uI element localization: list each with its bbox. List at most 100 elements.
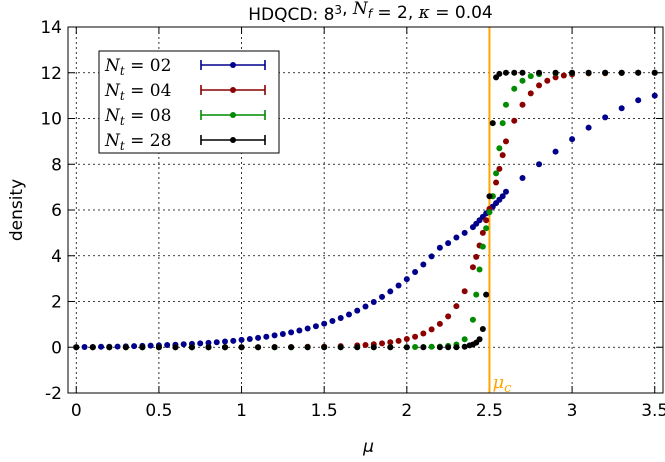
x-tick-label: 2.5	[476, 401, 503, 421]
chart-title: HDQCD: 83, Nf = 2, κ = 0.04	[248, 0, 492, 25]
x-tick-label: 0	[71, 401, 82, 421]
data-point	[81, 344, 88, 351]
data-point	[519, 174, 526, 181]
data-point	[585, 69, 592, 76]
data-point	[436, 344, 443, 351]
data-series	[73, 69, 658, 351]
data-point	[337, 344, 344, 351]
data-point	[585, 124, 592, 131]
data-point	[362, 341, 369, 348]
data-point	[387, 339, 394, 346]
data-point	[476, 336, 483, 343]
legend: Nt = 02 Nt = 04 Nt = 08 Nt = 28	[98, 50, 280, 154]
data-point	[263, 333, 270, 340]
data-point	[428, 326, 435, 333]
legend-label: Nt = 28	[104, 131, 171, 153]
legend-box	[98, 50, 280, 154]
data-point	[114, 343, 121, 350]
data-point	[164, 341, 171, 348]
data-point	[635, 69, 642, 76]
data-point	[271, 344, 278, 351]
data-point	[304, 344, 311, 351]
data-point	[172, 344, 179, 351]
data-point	[412, 344, 419, 351]
data-point	[479, 243, 486, 250]
data-point	[560, 72, 567, 79]
data-point	[469, 264, 476, 271]
data-point	[486, 209, 493, 216]
y-tick-label: 2	[51, 293, 62, 313]
data-point	[569, 136, 576, 143]
data-point	[279, 330, 286, 337]
data-point	[602, 69, 609, 76]
data-point	[98, 343, 105, 350]
data-point	[536, 161, 543, 168]
data-point	[502, 101, 509, 108]
data-point	[618, 105, 625, 112]
data-point	[552, 74, 559, 81]
data-point	[479, 229, 486, 236]
data-point	[312, 323, 319, 330]
y-tick-label: 12	[40, 64, 62, 84]
data-point	[89, 344, 96, 351]
data-point	[519, 77, 526, 84]
data-point	[445, 313, 452, 320]
data-point	[255, 344, 262, 351]
legend-marker	[230, 62, 236, 68]
x-tick-label: 1	[236, 401, 247, 421]
data-point	[387, 288, 394, 295]
data-point	[122, 344, 129, 351]
data-point	[476, 266, 483, 273]
data-point	[387, 344, 394, 351]
data-point	[473, 253, 480, 260]
data-point	[496, 165, 503, 172]
data-point	[461, 343, 468, 350]
data-point	[552, 69, 559, 76]
data-point	[230, 337, 237, 344]
data-point	[502, 69, 509, 76]
data-point	[205, 339, 212, 346]
y-tick-label: 10	[40, 110, 62, 130]
data-point	[395, 282, 402, 289]
legend-entry: Nt = 02	[104, 56, 266, 78]
series-4	[73, 69, 658, 351]
legend-marker	[230, 87, 236, 93]
data-point	[222, 344, 229, 351]
data-point	[238, 344, 245, 351]
data-point	[445, 240, 452, 247]
data-point	[106, 344, 113, 351]
data-point	[527, 73, 534, 80]
data-point	[635, 97, 642, 104]
data-point	[370, 298, 377, 305]
data-point	[73, 344, 80, 351]
data-point	[420, 261, 427, 268]
data-point	[511, 117, 518, 124]
data-point	[544, 77, 551, 84]
data-point	[453, 234, 460, 241]
y-tick-label: -2	[45, 384, 62, 404]
data-point	[479, 325, 486, 332]
data-point	[420, 344, 427, 351]
data-point	[337, 314, 344, 321]
data-point	[147, 342, 154, 349]
data-point	[428, 253, 435, 260]
data-point	[403, 344, 410, 351]
legend-label: Nt = 02	[104, 56, 171, 78]
data-point	[493, 179, 500, 186]
data-point	[499, 193, 506, 200]
data-point	[453, 344, 460, 351]
data-point	[321, 320, 328, 327]
data-point	[304, 325, 311, 332]
data-point	[461, 288, 468, 295]
grid	[68, 27, 663, 393]
data-point	[403, 336, 410, 343]
data-point	[536, 82, 543, 89]
x-tick-label: 1.5	[311, 401, 338, 421]
y-axis-label: density	[7, 179, 27, 241]
data-point	[296, 327, 303, 334]
data-point	[445, 344, 452, 351]
data-point	[403, 276, 410, 283]
data-point	[502, 188, 509, 195]
data-point	[370, 344, 377, 351]
